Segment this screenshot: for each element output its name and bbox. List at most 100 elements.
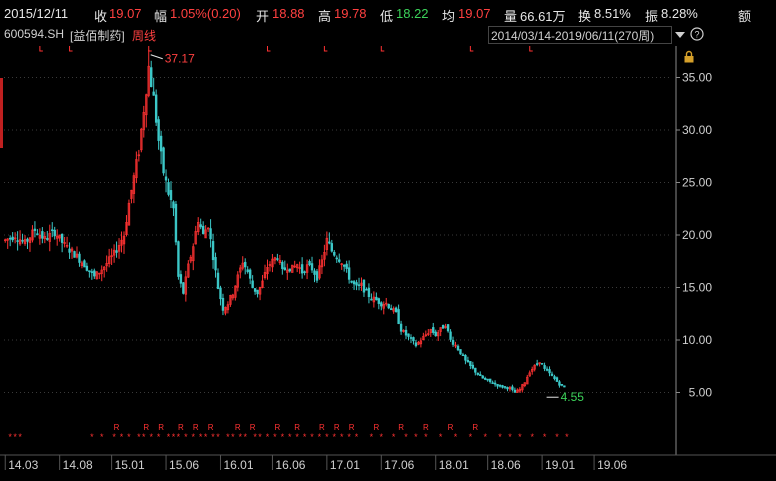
top-event-flag[interactable] bbox=[39, 46, 43, 52]
event-star[interactable]: * bbox=[8, 432, 12, 442]
event-star[interactable]: * bbox=[518, 432, 522, 442]
candle bbox=[244, 258, 247, 275]
top-event-flag[interactable] bbox=[266, 46, 271, 52]
event-star[interactable]: * bbox=[226, 432, 230, 442]
event-star[interactable]: * bbox=[281, 432, 285, 442]
event-star[interactable]: * bbox=[211, 432, 215, 442]
event-flag[interactable]: R bbox=[448, 423, 454, 432]
event-star[interactable]: * bbox=[288, 432, 292, 442]
event-star[interactable]: * bbox=[204, 432, 208, 442]
candle bbox=[221, 293, 225, 316]
chevron-down-icon[interactable] bbox=[674, 29, 686, 41]
event-star[interactable]: * bbox=[127, 432, 131, 442]
event-star[interactable]: * bbox=[392, 432, 396, 442]
event-star[interactable]: * bbox=[439, 432, 443, 442]
top-event-flag[interactable] bbox=[529, 46, 533, 52]
event-flag[interactable]: R bbox=[274, 423, 280, 432]
event-star[interactable]: * bbox=[340, 432, 344, 442]
candle bbox=[340, 262, 343, 270]
candle bbox=[459, 349, 462, 355]
event-star[interactable]: * bbox=[192, 432, 196, 442]
event-star[interactable]: * bbox=[318, 432, 322, 442]
candle bbox=[436, 329, 440, 341]
top-event-flag[interactable] bbox=[69, 46, 73, 52]
event-star[interactable]: * bbox=[120, 432, 124, 442]
date-range-box[interactable] bbox=[488, 26, 672, 44]
event-star[interactable]: * bbox=[404, 432, 408, 442]
event-star[interactable]: * bbox=[258, 432, 262, 442]
event-star[interactable]: * bbox=[325, 432, 329, 442]
event-star[interactable]: * bbox=[295, 432, 299, 442]
event-star[interactable]: * bbox=[483, 432, 487, 442]
event-star[interactable]: * bbox=[530, 432, 534, 442]
event-star[interactable]: * bbox=[424, 432, 428, 442]
event-star[interactable]: * bbox=[253, 432, 257, 442]
event-star[interactable]: * bbox=[243, 432, 247, 442]
event-flag[interactable]: R bbox=[349, 423, 355, 432]
event-flag[interactable]: R bbox=[373, 423, 379, 432]
event-star[interactable]: * bbox=[310, 432, 314, 442]
event-flag[interactable]: R bbox=[178, 423, 184, 432]
candle bbox=[528, 370, 531, 377]
event-flag[interactable]: R bbox=[319, 423, 325, 432]
help-icon[interactable]: ? bbox=[690, 27, 704, 41]
event-star[interactable]: * bbox=[177, 432, 181, 442]
event-star[interactable]: * bbox=[100, 432, 104, 442]
event-star[interactable]: * bbox=[142, 432, 146, 442]
event-star[interactable]: * bbox=[157, 432, 161, 442]
event-star[interactable]: * bbox=[347, 432, 351, 442]
top-event-flag[interactable] bbox=[323, 46, 328, 52]
event-flag[interactable]: R bbox=[193, 423, 199, 432]
event-flag[interactable]: R bbox=[143, 423, 149, 432]
event-star[interactable]: * bbox=[380, 432, 384, 442]
event-star[interactable]: * bbox=[303, 432, 307, 442]
candle bbox=[496, 383, 499, 389]
event-flag[interactable]: R bbox=[334, 423, 340, 432]
event-star[interactable]: * bbox=[454, 432, 458, 442]
event-star[interactable]: * bbox=[149, 432, 153, 442]
event-flag[interactable]: R bbox=[294, 423, 300, 432]
event-flag[interactable]: R bbox=[158, 423, 164, 432]
event-star[interactable]: * bbox=[13, 432, 17, 442]
top-event-flag[interactable] bbox=[380, 46, 385, 52]
top-event-flag[interactable] bbox=[148, 46, 152, 52]
lock-icon[interactable] bbox=[683, 50, 695, 63]
candle bbox=[107, 248, 111, 268]
event-star[interactable]: * bbox=[90, 432, 94, 442]
event-star[interactable]: * bbox=[508, 432, 512, 442]
event-flag[interactable]: R bbox=[398, 423, 404, 432]
event-flag[interactable]: R bbox=[114, 423, 120, 432]
event-star[interactable]: * bbox=[172, 432, 176, 442]
period-label[interactable]: 周线 bbox=[132, 29, 157, 43]
top-event-flag[interactable] bbox=[469, 46, 474, 52]
event-star[interactable]: * bbox=[18, 432, 22, 442]
event-flag[interactable]: R bbox=[423, 423, 429, 432]
event-star[interactable]: * bbox=[469, 432, 473, 442]
event-star[interactable]: * bbox=[184, 432, 188, 442]
event-star[interactable]: * bbox=[199, 432, 203, 442]
event-flag[interactable]: R bbox=[235, 423, 241, 432]
event-star[interactable]: * bbox=[333, 432, 337, 442]
event-star[interactable]: * bbox=[239, 432, 243, 442]
event-star[interactable]: * bbox=[543, 432, 547, 442]
event-star[interactable]: * bbox=[137, 432, 141, 442]
event-star[interactable]: * bbox=[266, 432, 270, 442]
event-star[interactable]: * bbox=[498, 432, 502, 442]
event-star[interactable]: * bbox=[112, 432, 116, 442]
stock-name: [益佰制药] bbox=[70, 29, 125, 43]
event-flag[interactable]: R bbox=[250, 423, 256, 432]
candle bbox=[271, 254, 274, 273]
event-star[interactable]: * bbox=[565, 432, 569, 442]
event-star[interactable]: * bbox=[355, 432, 359, 442]
event-star[interactable]: * bbox=[273, 432, 277, 442]
event-flag[interactable]: R bbox=[208, 423, 214, 432]
event-star[interactable]: * bbox=[555, 432, 559, 442]
event-flag[interactable]: R bbox=[472, 423, 478, 432]
event-star[interactable]: * bbox=[370, 432, 374, 442]
date-range[interactable]: 2014/03/14-2019/06/11(270周) bbox=[491, 29, 655, 43]
event-star[interactable]: * bbox=[414, 432, 418, 442]
weekly-kline-chart[interactable]: R R R R R R R R R R R R R R R R R R* * * * * * * * * * * * * * * * * * * * * *… bbox=[0, 44, 776, 481]
event-star[interactable]: * bbox=[216, 432, 220, 442]
event-star[interactable]: * bbox=[167, 432, 171, 442]
event-star[interactable]: * bbox=[231, 432, 235, 442]
